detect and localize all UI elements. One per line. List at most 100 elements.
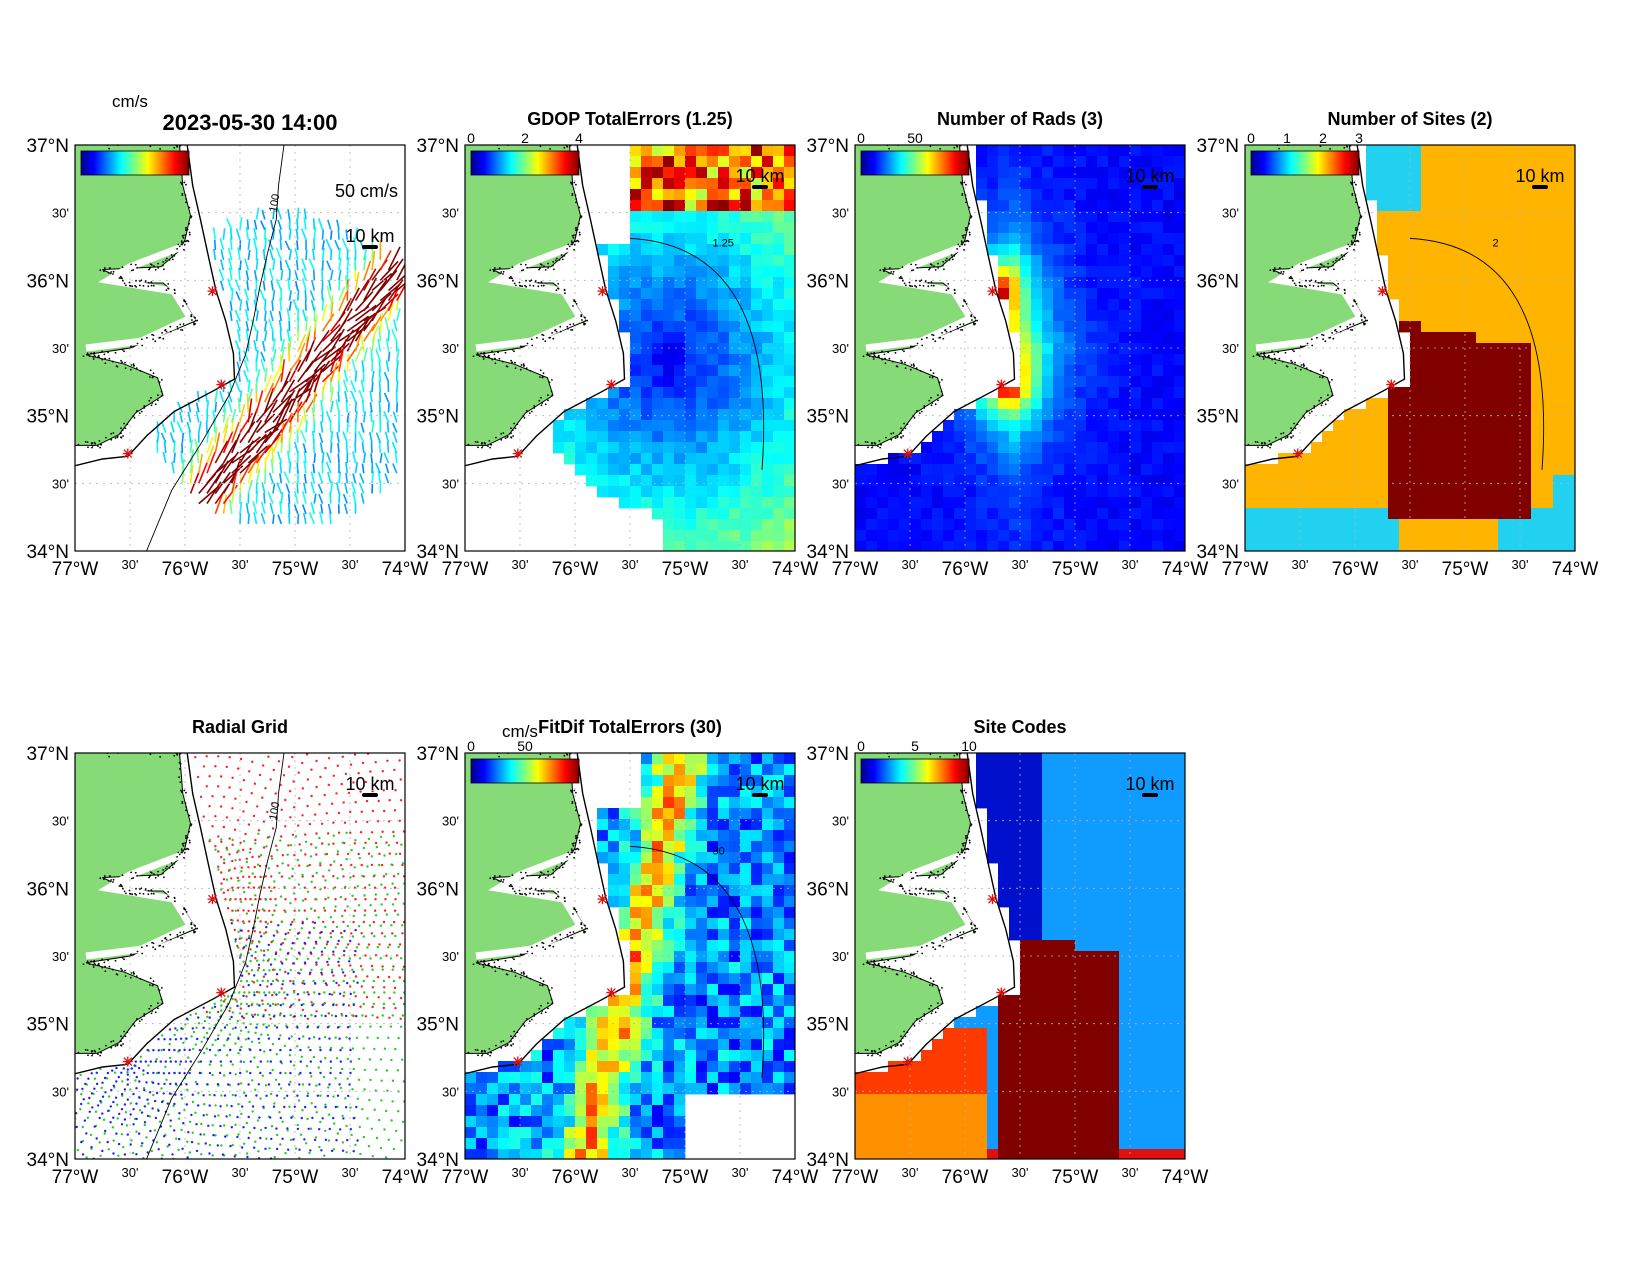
coast-dot [583,323,585,326]
field-cell [1520,508,1532,520]
field-cell [1377,464,1389,476]
field-cell [762,189,774,201]
radial-grid-point [370,932,374,935]
radial-grid-point [256,990,259,994]
field-cell [619,398,631,410]
field-cell [1152,189,1164,201]
field-cell [751,519,763,531]
radial-grid-point [293,806,296,809]
radial-grid-point [192,1030,196,1034]
radial-grid-point [99,1067,102,1071]
coast-dot [570,329,572,331]
current-vector [222,228,226,240]
radial-grid-point [337,831,341,834]
field-cell [1119,266,1131,278]
field-cell [773,200,785,212]
coast-dot [919,370,922,372]
coast-dot [1349,323,1352,326]
coast-dot [932,334,935,337]
field-cell [1476,266,1488,278]
coast-dot [1328,337,1331,339]
field-cell [729,167,741,179]
coast-dot [575,183,577,186]
coast-dot [569,323,572,326]
coast-dot [133,364,135,367]
field-cell [740,277,752,289]
field-cell [1465,354,1477,366]
field-cell [1564,189,1575,201]
field-cell [1553,541,1565,551]
field-cell [619,321,631,333]
coast-dot [961,241,963,244]
lon-tick-label: 74°W [1162,559,1209,580]
field-cell [619,475,631,487]
radial-grid-point [245,912,249,915]
current-vector [321,303,328,322]
field-cell [1097,376,1109,388]
current-vector [371,298,386,322]
coast-dot [91,446,93,449]
radial-grid-point [262,959,265,962]
field-cell [1509,442,1521,454]
field-cell [1410,156,1422,168]
radial-grid-point [222,1000,226,1003]
field-cell [888,497,900,509]
field-cell [1344,464,1356,476]
current-vector [288,461,292,474]
field-cell [1119,442,1131,454]
field-cell [1108,277,1120,289]
coast-dot [573,248,575,251]
radial-grid-point [251,1079,254,1082]
field-cell [998,409,1010,421]
radial-grid-point [208,775,211,778]
current-vector [319,511,324,525]
radial-grid-point [352,920,355,924]
field-cell [740,299,752,311]
field-cell [1542,486,1554,498]
radial-grid-point [352,875,355,878]
field-cell [1432,145,1444,157]
coast-dot [122,435,124,437]
field-cell [784,321,795,333]
coast-dot [968,222,970,225]
radial-grid-point [256,916,259,920]
lat-tick-label: 30' [52,206,69,221]
current-vector [231,421,240,443]
coast-dot [1322,334,1325,337]
field-cell [729,519,741,531]
coast-dot [573,181,576,184]
radial-grid-point [329,932,332,935]
field-cell [751,486,763,498]
coast-dot [489,446,491,449]
field-cell [1042,354,1054,366]
current-vector [392,431,398,443]
field-cell [1141,156,1153,168]
field-cell [987,167,999,179]
field-cell [1053,365,1065,377]
coast-dot [490,443,493,446]
coast-dot [511,348,514,351]
coast-dot [1263,351,1266,354]
radial-grid-point [349,763,353,766]
radial-grid-point [275,1053,278,1056]
coast-dot [967,240,970,243]
current-vector [363,411,366,423]
radial-grid-point [239,757,243,761]
current-vector [338,471,342,484]
current-vector [297,415,304,433]
coast-dot [965,201,967,204]
radial-grid-point [248,881,251,885]
field-cell [1009,277,1021,289]
radial-grid-point [361,1014,364,1017]
field-cell [1108,387,1120,399]
field-cell [619,255,631,267]
field-cell [1053,431,1065,443]
field-cell [1377,189,1389,201]
coast-dot [1288,277,1291,279]
field-cell [1498,486,1510,498]
coast-dot [524,284,526,287]
coast-dot [94,442,97,445]
field-cell [1421,167,1433,179]
field-cell [1152,409,1164,421]
radial-grid-point [234,797,237,800]
